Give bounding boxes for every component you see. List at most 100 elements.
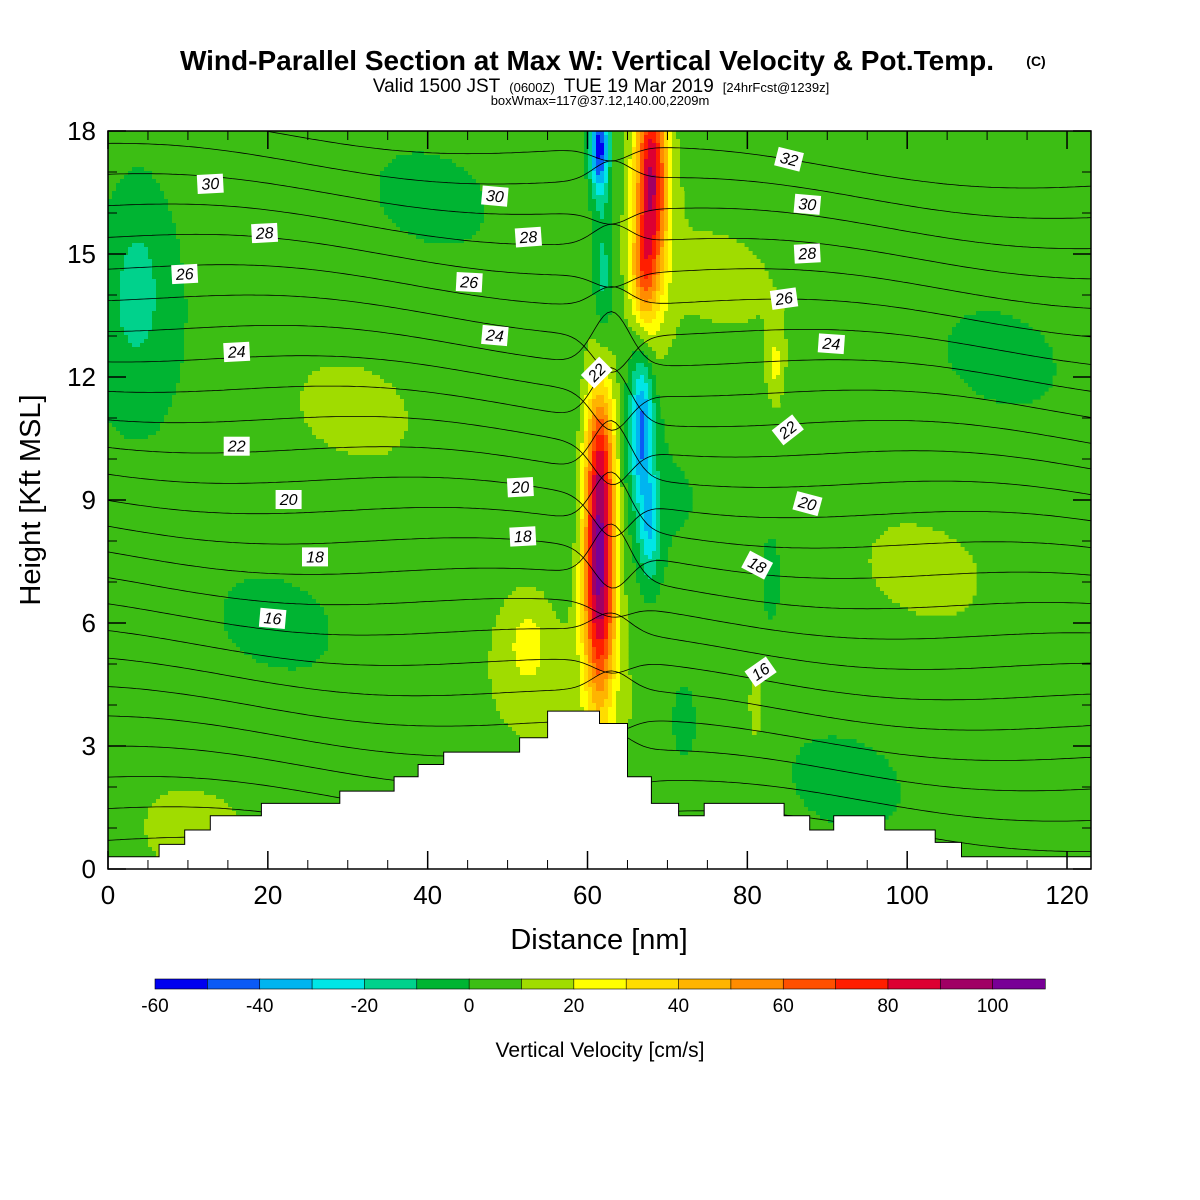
w-cell <box>108 563 573 568</box>
w-cell <box>584 679 589 684</box>
w-cell <box>608 467 613 472</box>
w-cell <box>764 343 789 348</box>
w-cell <box>108 303 121 308</box>
w-cell <box>588 423 593 428</box>
w-cell <box>576 431 585 436</box>
w-cell <box>604 507 609 512</box>
w-cell <box>612 251 621 256</box>
w-cell <box>668 199 673 204</box>
w-cell <box>888 595 973 600</box>
w-cell <box>624 571 637 576</box>
w-cell <box>636 515 641 520</box>
w-cell <box>108 367 181 372</box>
w-cell <box>596 599 605 604</box>
w-cell <box>108 239 181 244</box>
w-cell <box>576 463 581 468</box>
w-cell <box>608 587 613 592</box>
w-cell <box>680 175 1049 180</box>
w-cell <box>604 591 609 596</box>
w-cell <box>668 235 673 240</box>
w-cell <box>572 567 577 572</box>
w-cell <box>400 395 581 400</box>
w-cell <box>580 583 585 588</box>
w-cell <box>108 615 225 620</box>
contour-label: 32 <box>774 146 804 172</box>
w-cell <box>588 623 593 628</box>
w-cell <box>612 447 617 452</box>
w-cell <box>664 143 669 148</box>
w-cell <box>620 623 629 628</box>
w-cell <box>636 307 641 312</box>
w-cell <box>952 327 1033 332</box>
w-cell <box>664 135 669 140</box>
w-cell <box>184 275 593 280</box>
w-cell <box>328 631 493 636</box>
w-cell <box>160 187 381 192</box>
w-cell <box>772 399 781 404</box>
w-cell <box>584 583 589 588</box>
contour-label: 16 <box>258 607 287 629</box>
w-cell <box>612 199 625 204</box>
w-cell <box>624 403 629 408</box>
w-cell <box>652 411 657 416</box>
w-cell <box>592 671 597 676</box>
w-cell <box>588 663 593 668</box>
w-cell <box>388 163 457 168</box>
w-cell <box>640 243 645 248</box>
w-cell <box>632 147 637 152</box>
w-cell <box>676 703 693 708</box>
w-cell <box>488 675 581 680</box>
w-cell <box>636 367 649 372</box>
w-cell <box>612 183 625 188</box>
w-cell <box>588 603 593 608</box>
w-cell <box>492 695 581 700</box>
w-cell <box>680 163 1037 168</box>
w-cell <box>604 163 609 168</box>
w-cell <box>588 391 593 396</box>
w-cell <box>680 159 1033 164</box>
contour-label-text: 28 <box>254 225 274 243</box>
w-cell <box>184 291 593 296</box>
w-cell <box>576 623 581 628</box>
w-cell <box>784 383 969 388</box>
w-cell <box>612 459 617 464</box>
w-cell <box>624 563 637 568</box>
w-cell <box>412 151 425 156</box>
w-cell <box>804 743 865 748</box>
w-cell <box>648 399 653 404</box>
w-cell <box>632 195 637 200</box>
w-cell <box>596 703 605 708</box>
contour-label-box <box>275 490 302 509</box>
contour-label-box <box>171 263 199 285</box>
w-cell <box>652 487 657 492</box>
contour-label-text: 28 <box>518 229 538 247</box>
w-cell <box>108 683 493 688</box>
w-cell <box>608 199 613 204</box>
w-cell <box>644 563 657 568</box>
w-cell <box>572 595 577 600</box>
w-cell <box>616 511 621 516</box>
w-cell <box>624 555 633 560</box>
w-cell <box>696 735 829 740</box>
w-cell <box>672 239 737 244</box>
w-cell <box>872 563 977 568</box>
w-cell <box>148 251 181 256</box>
w-cell <box>624 171 629 176</box>
w-cell <box>632 135 637 140</box>
w-cell <box>660 295 669 300</box>
w-cell <box>600 655 609 660</box>
w-cell <box>660 215 665 220</box>
w-cell <box>640 455 645 460</box>
w-cell <box>872 567 977 572</box>
w-cell <box>640 283 653 288</box>
w-cell <box>664 195 669 200</box>
w-cell <box>652 371 765 376</box>
w-cell <box>668 163 673 168</box>
w-cell <box>612 239 621 244</box>
w-cell <box>576 487 581 492</box>
w-cell <box>596 479 605 484</box>
w-cell <box>872 571 977 576</box>
w-cell <box>108 391 177 396</box>
w-cell <box>128 247 149 252</box>
w-cell <box>784 311 977 316</box>
